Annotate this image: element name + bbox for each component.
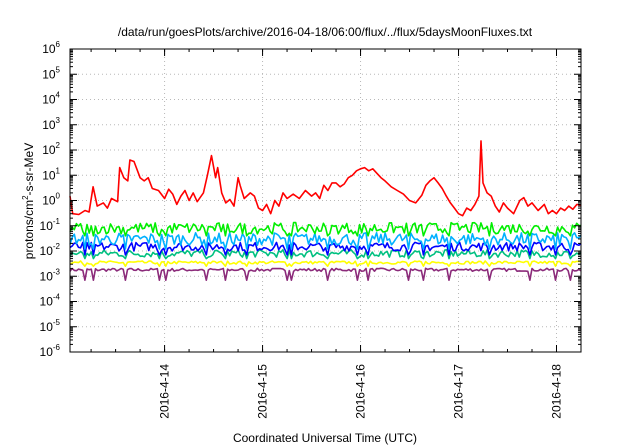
y-tick-label: 10-1 (40, 217, 61, 233)
y-tick-exp: 0 (56, 192, 61, 201)
y-tick-exp: -3 (53, 267, 61, 276)
y-label-post: -s-sr-MeV (22, 143, 36, 196)
series-line (69, 232, 582, 250)
x-tick-label: 2016-4-16 (354, 364, 368, 419)
series-line (69, 248, 582, 260)
y-tick-base: 10 (42, 194, 56, 208)
y-tick-exp: 5 (56, 65, 61, 74)
series-line (69, 260, 582, 267)
y-tick-exp: 4 (56, 91, 61, 100)
y-tick-base: 10 (40, 219, 54, 233)
x-tick-label: 2016-4-14 (158, 364, 172, 419)
series-line (69, 241, 582, 256)
y-tick-exp: -6 (53, 343, 61, 352)
y-tick-base: 10 (42, 118, 56, 132)
y-tick-label: 10-3 (40, 267, 61, 283)
y-tick-label: 10-4 (40, 293, 61, 309)
y-tick-label: 10-6 (40, 343, 61, 359)
y-tick-base: 10 (40, 244, 54, 258)
y-tick-exp: -1 (53, 217, 61, 226)
x-tick-label: 2016-4-17 (452, 364, 466, 419)
y-tick-exp: 2 (56, 141, 61, 150)
y-tick-base: 10 (40, 345, 54, 359)
y-tick-label: 103 (42, 116, 60, 132)
chart-title: /data/run/goesPlots/archive/2016-04-18/0… (118, 25, 533, 39)
y-tick-base: 10 (40, 295, 54, 309)
y-tick-labels: 10-610-510-410-310-210-11001011021031041… (40, 40, 61, 359)
series-line (69, 267, 582, 281)
y-tick-base: 10 (40, 320, 54, 334)
series-line (69, 140, 582, 217)
y-tick-base: 10 (40, 269, 54, 283)
y-tick-exp: 3 (56, 116, 61, 125)
x-tick-label: 2016-4-15 (256, 364, 270, 419)
y-tick-exp: -5 (53, 318, 61, 327)
grid (70, 49, 581, 352)
x-axis-label: Coordinated Universal Time (UTC) (233, 431, 417, 445)
y-tick-base: 10 (42, 143, 56, 157)
y-tick-exp: 6 (56, 40, 61, 49)
y-tick-label: 106 (42, 40, 60, 56)
y-tick-label: 105 (42, 65, 60, 81)
ticks (70, 48, 581, 353)
y-tick-label: 100 (42, 192, 60, 208)
y-tick-exp: 1 (56, 166, 61, 175)
y-tick-label: 102 (42, 141, 60, 157)
y-tick-base: 10 (42, 168, 56, 182)
y-tick-label: 10-5 (40, 318, 61, 334)
y-label-sup: 2 (21, 195, 30, 200)
series-line (69, 221, 582, 237)
y-axis-label: protons/cm2-s-sr-MeV (21, 143, 36, 259)
y-tick-exp: -4 (53, 293, 61, 302)
series-group (69, 140, 582, 281)
x-tick-label: 2016-4-18 (550, 364, 564, 419)
x-tick-labels: 2016-4-14 2016-4-15 2016-4-16 2016-4-17 2016… (158, 364, 564, 419)
y-tick-base: 10 (42, 67, 56, 81)
y-label-pre: protons/cm (22, 200, 36, 259)
y-tick-exp: -2 (53, 242, 61, 251)
y-tick-base: 10 (42, 93, 56, 107)
y-tick-label: 10-2 (40, 242, 61, 258)
y-tick-label: 104 (42, 91, 60, 107)
y-tick-base: 10 (42, 42, 56, 56)
y-tick-label: 101 (42, 166, 60, 182)
